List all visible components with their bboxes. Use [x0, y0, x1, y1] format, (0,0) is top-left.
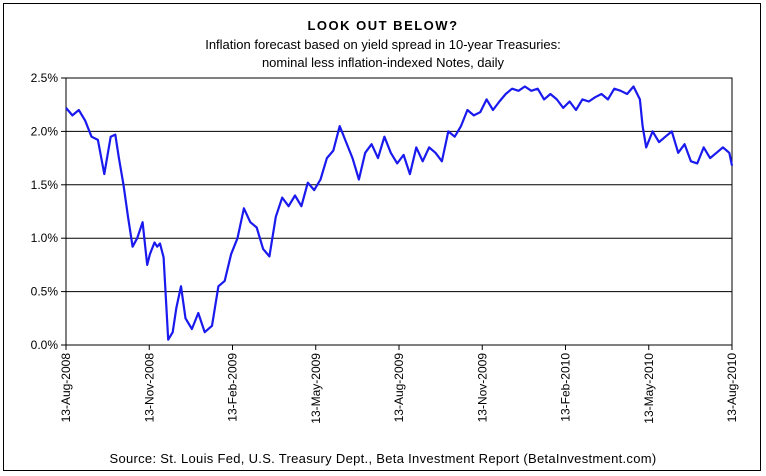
chart-subtitle-line1: Inflation forecast based on yield spread…	[205, 37, 561, 52]
x-tick-label: 13-Aug-2008	[59, 353, 73, 423]
y-tick-label: 2.5%	[31, 71, 59, 85]
x-tick-label: 13-Feb-2010	[559, 353, 573, 422]
x-tick-label: 13-May-2010	[642, 353, 656, 424]
chart-title: LOOK OUT BELOW?	[307, 18, 459, 33]
x-tick-label: 13-Nov-2009	[475, 353, 489, 423]
x-axis: 13-Aug-2008 13-Nov-2008 13-Feb-2009 13-May-…	[59, 345, 739, 424]
x-tick-label: 13-Aug-2010	[725, 353, 739, 423]
x-tick-label: 13-Feb-2009	[226, 353, 240, 422]
y-tick-label: 0.0%	[31, 338, 59, 352]
y-axis: 0.0% 0.5% 1.0% 1.5% 2.0% 2.5%	[31, 71, 66, 352]
y-tick-label: 1.0%	[31, 231, 59, 245]
x-tick-label: 13-May-2009	[309, 353, 323, 424]
y-tick-label: 1.5%	[31, 178, 59, 192]
chart-frame	[3, 3, 761, 471]
x-tick-label: 13-Nov-2008	[142, 353, 156, 423]
chart-subtitle-line2: nominal less inflation-indexed Notes, da…	[261, 55, 505, 70]
chart-source: Source: St. Louis Fed, U.S. Treasury Dep…	[109, 451, 657, 466]
x-tick-label: 13-Aug-2009	[392, 353, 406, 423]
y-tick-label: 0.5%	[31, 285, 59, 299]
gridlines	[66, 130, 732, 293]
series-line-inflation-forecast	[65, 85, 734, 341]
y-tick-label: 2.0%	[31, 124, 59, 138]
